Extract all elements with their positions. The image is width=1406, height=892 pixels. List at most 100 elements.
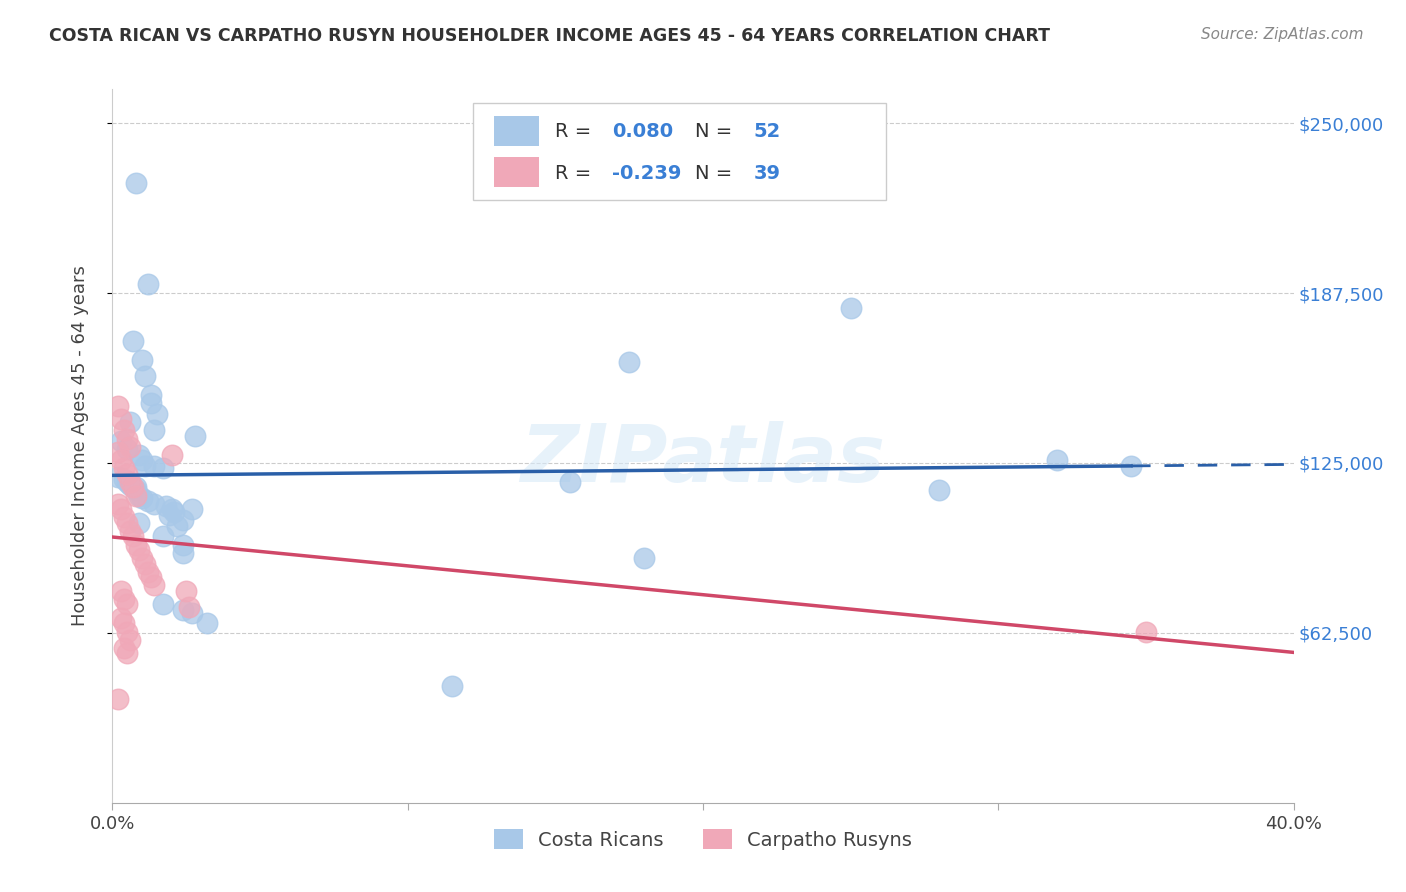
Point [128, 489, 150, 503]
Point [181, 606, 204, 620]
Point [128, 516, 150, 530]
Point [125, 176, 148, 190]
Point [1135, 624, 1157, 639]
Point [142, 458, 165, 473]
FancyBboxPatch shape [472, 103, 886, 200]
Point [125, 489, 148, 503]
Point [441, 679, 464, 693]
Point [157, 508, 180, 522]
Point [117, 475, 138, 489]
Point [172, 603, 194, 617]
Point [112, 591, 135, 606]
Text: 39: 39 [754, 164, 780, 183]
Point [120, 415, 142, 429]
Text: ZIPatlas: ZIPatlas [520, 421, 886, 500]
Point [122, 480, 145, 494]
Point [179, 600, 201, 615]
Point [110, 412, 132, 426]
Point [136, 565, 159, 579]
Point [166, 518, 188, 533]
Point [112, 423, 135, 437]
Point [112, 510, 135, 524]
Point [1046, 453, 1069, 467]
Point [163, 505, 186, 519]
Point [558, 475, 582, 489]
Point [131, 551, 153, 566]
Point [139, 570, 162, 584]
Point [128, 448, 150, 462]
Point [633, 551, 655, 566]
Point [172, 546, 194, 560]
Point [122, 529, 145, 543]
Point [112, 640, 135, 655]
Point [160, 502, 183, 516]
Point [134, 369, 156, 384]
Text: Source: ZipAtlas.com: Source: ZipAtlas.com [1201, 27, 1364, 42]
Point [619, 355, 641, 369]
Point [134, 458, 156, 473]
Point [117, 624, 138, 639]
Text: R =: R = [555, 164, 598, 183]
Point [110, 502, 132, 516]
Point [117, 646, 138, 660]
Point [142, 497, 165, 511]
Point [160, 448, 183, 462]
Point [112, 616, 135, 631]
Text: N =: N = [695, 122, 738, 141]
Point [928, 483, 950, 498]
Point [128, 543, 150, 558]
Point [184, 429, 207, 443]
Point [839, 301, 862, 315]
Point [120, 440, 142, 454]
Point [195, 616, 218, 631]
Text: R =: R = [555, 122, 598, 141]
Point [131, 491, 153, 506]
Point [152, 598, 174, 612]
Point [131, 453, 153, 467]
Point [155, 500, 177, 514]
Point [107, 469, 129, 483]
Point [136, 277, 159, 291]
Point [120, 477, 142, 491]
Point [152, 529, 174, 543]
Point [110, 434, 132, 449]
Point [122, 480, 145, 494]
Point [117, 467, 138, 481]
Point [146, 407, 169, 421]
Point [120, 524, 142, 538]
Y-axis label: Householder Income Ages 45 - 64 years: Householder Income Ages 45 - 64 years [70, 266, 89, 626]
Point [117, 442, 138, 457]
Text: 52: 52 [754, 122, 782, 141]
Text: 0.080: 0.080 [612, 122, 673, 141]
Point [112, 472, 135, 486]
Point [120, 632, 142, 647]
Point [142, 578, 165, 592]
Point [107, 445, 129, 459]
Legend: Costa Ricans, Carpatho Rusyns: Costa Ricans, Carpatho Rusyns [486, 822, 920, 857]
Point [110, 453, 132, 467]
Point [117, 516, 138, 530]
Point [131, 352, 153, 367]
Point [120, 475, 142, 489]
Point [152, 461, 174, 475]
Point [174, 583, 197, 598]
Point [112, 461, 135, 475]
Point [181, 502, 204, 516]
FancyBboxPatch shape [494, 116, 538, 146]
Point [122, 334, 145, 348]
Point [107, 497, 129, 511]
Point [125, 483, 148, 498]
Point [117, 432, 138, 446]
Point [172, 513, 194, 527]
Point [110, 611, 132, 625]
Point [134, 557, 156, 571]
Point [110, 583, 132, 598]
Text: -0.239: -0.239 [612, 164, 682, 183]
Text: COSTA RICAN VS CARPATHO RUSYN HOUSEHOLDER INCOME AGES 45 - 64 YEARS CORRELATION : COSTA RICAN VS CARPATHO RUSYN HOUSEHOLDE… [49, 27, 1050, 45]
Point [125, 480, 148, 494]
Point [139, 396, 162, 410]
Point [107, 692, 129, 706]
Point [117, 598, 138, 612]
FancyBboxPatch shape [494, 157, 538, 187]
Point [1119, 458, 1142, 473]
